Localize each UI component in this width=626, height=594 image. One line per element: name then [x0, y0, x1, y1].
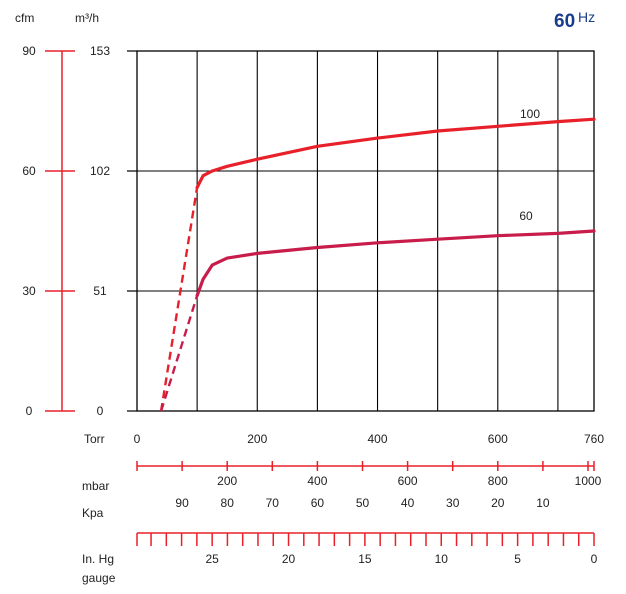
- series-100-dashed-segment: [159, 187, 199, 412]
- m3h-axis-title: m³/h: [75, 11, 99, 25]
- cfm-tick-label: 0: [26, 404, 33, 418]
- mbar-tick-label: 600: [398, 474, 418, 488]
- kpa-tick-label: 80: [221, 496, 235, 510]
- performance-curves: [159, 117, 596, 412]
- torr-tick-label: 400: [368, 432, 388, 446]
- m3h-tick-label: 102: [90, 164, 110, 178]
- inhg-tick-label: 20: [282, 552, 296, 566]
- mbar-tick-label: 1000: [575, 474, 602, 488]
- kpa-tick-label: 40: [401, 496, 415, 510]
- mbar-scale-title: mbar: [82, 479, 109, 493]
- frequency-badge-unit: Hz: [578, 9, 595, 25]
- x-axis-torr: Torr 0 200 400 600 760: [84, 432, 604, 446]
- torr-tick-label: 200: [247, 432, 267, 446]
- torr-tick-label: 760: [584, 432, 604, 446]
- m3h-tick-label: 0: [97, 404, 104, 418]
- m3h-tick-label: 51: [93, 284, 107, 298]
- kpa-tick-label: 50: [356, 496, 370, 510]
- series-60-dashed-segment: [159, 295, 199, 412]
- cfm-axis-title: cfm: [15, 11, 34, 25]
- inhg-tick-label: 0: [591, 552, 598, 566]
- kpa-tick-label: 20: [491, 496, 505, 510]
- kpa-tick-label: 60: [311, 496, 325, 510]
- frequency-badge-number: 60: [554, 11, 575, 32]
- series-100-line: [195, 117, 596, 190]
- inhg-scale-subtitle: gauge: [82, 571, 116, 585]
- inhg-tick-label: 15: [358, 552, 372, 566]
- cfm-tick-label: 90: [22, 44, 36, 58]
- torr-axis-title: Torr: [84, 432, 105, 446]
- series-label-100: 100: [520, 107, 540, 121]
- kpa-scale-title: Kpa: [82, 506, 104, 520]
- inhg-scale-title: In. Hg: [82, 552, 114, 566]
- y-axes: 0 30 60 90 0 51 102 153: [22, 44, 137, 418]
- inhg-tick-label: 25: [205, 552, 219, 566]
- kpa-tick-label: 10: [536, 496, 550, 510]
- kpa-tick-label: 90: [175, 496, 189, 510]
- plot-border: [136, 50, 595, 412]
- mbar-tick-label: 400: [307, 474, 327, 488]
- torr-tick-label: 600: [488, 432, 508, 446]
- kpa-tick-label: 70: [266, 496, 280, 510]
- mbar-tick-label: 800: [488, 474, 508, 488]
- cfm-tick-label: 60: [22, 164, 36, 178]
- m3h-tick-label: 153: [90, 44, 110, 58]
- series-labels: 100 60: [519, 107, 540, 223]
- inhg-tick-label: 5: [514, 552, 521, 566]
- plot-grid: [136, 50, 595, 412]
- series-label-60: 60: [519, 209, 533, 223]
- cfm-tick-label: 30: [22, 284, 36, 298]
- inhg-tick-label: 10: [435, 552, 449, 566]
- series-60-line: [195, 229, 596, 298]
- kpa-tick-label: 30: [446, 496, 460, 510]
- torr-tick-label: 0: [134, 432, 141, 446]
- mbar-tick-label: 200: [217, 474, 237, 488]
